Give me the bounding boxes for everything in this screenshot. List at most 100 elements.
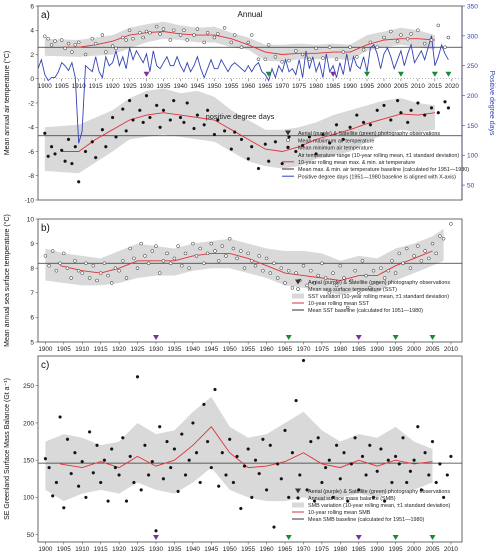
- x-tick-label: 1975: [315, 346, 330, 353]
- data-point: [117, 473, 121, 477]
- satellite-observation-marker: [431, 71, 438, 77]
- data-point: [338, 263, 343, 268]
- x-tick-label: 1940: [173, 83, 188, 90]
- data-point: [195, 113, 200, 117]
- data-point: [357, 488, 361, 492]
- data-point: [305, 488, 309, 492]
- data-point: [63, 159, 67, 163]
- data-point: [412, 458, 416, 462]
- data-point: [43, 34, 47, 39]
- data-point: [65, 437, 70, 441]
- data-point: [323, 465, 328, 470]
- data-point: [287, 135, 291, 139]
- data-point: [436, 23, 441, 28]
- data-point: [375, 281, 379, 285]
- x-tick-label: 1900: [38, 346, 53, 353]
- data-point: [449, 454, 453, 459]
- data-point: [390, 259, 394, 263]
- data-point: [224, 473, 228, 477]
- data-point: [257, 254, 261, 258]
- data-point: [287, 495, 291, 500]
- data-point: [429, 38, 434, 42]
- data-point: [139, 488, 143, 492]
- satellite-observation-marker: [285, 335, 292, 340]
- x-tick-label: 1930: [149, 346, 164, 353]
- data-point: [50, 249, 55, 253]
- y-tick-label: 10: [27, 216, 35, 223]
- data-point: [434, 480, 438, 485]
- data-point: [443, 45, 447, 49]
- data-point: [441, 495, 446, 500]
- data-point: [222, 129, 227, 133]
- data-point: [401, 261, 405, 266]
- data-point: [84, 261, 88, 266]
- data-point: [331, 495, 335, 500]
- data-point: [327, 458, 331, 462]
- data-point: [43, 457, 48, 461]
- legend-item-label: Positive degree days (1951—1980 baseline…: [298, 174, 456, 180]
- data-point: [360, 454, 365, 459]
- data-point: [168, 118, 172, 122]
- data-point: [328, 141, 332, 145]
- data-point: [100, 33, 105, 37]
- data-point: [66, 41, 71, 46]
- data-point: [180, 432, 184, 436]
- data-point: [148, 30, 152, 35]
- x-tick-label: 1995: [389, 546, 404, 553]
- data-point: [276, 462, 280, 466]
- data-point: [266, 43, 271, 47]
- data-point: [441, 236, 446, 241]
- data-point: [406, 120, 410, 125]
- aerial-observation-marker: [152, 335, 159, 340]
- x-tick-label: 1935: [156, 83, 171, 90]
- data-point: [54, 268, 59, 273]
- band-variation: [45, 396, 433, 502]
- data-point: [87, 276, 92, 280]
- satellite-observation-marker: [364, 71, 371, 77]
- data-point: [290, 286, 295, 290]
- y-tick-label: 5: [30, 339, 34, 346]
- data-point: [106, 273, 110, 278]
- panel-label: b): [41, 223, 50, 234]
- data-point: [83, 149, 88, 154]
- data-point: [399, 33, 403, 37]
- aerial-observation-marker: [143, 71, 150, 77]
- data-point: [205, 108, 210, 112]
- x-tick-label: 1980: [309, 83, 324, 90]
- data-point: [135, 375, 140, 379]
- data-point: [307, 135, 312, 139]
- data-point: [154, 529, 158, 533]
- x-tick-label: 1950: [223, 346, 238, 353]
- data-point: [205, 439, 210, 444]
- satellite-observation-marker: [429, 535, 436, 540]
- data-point: [368, 40, 373, 45]
- data-point: [143, 443, 147, 447]
- aerial-observation-marker: [355, 335, 362, 340]
- data-point: [158, 125, 162, 129]
- legend-item-label: Mean maximum air temperature: [298, 138, 374, 144]
- data-point: [368, 286, 372, 290]
- data-point: [375, 45, 379, 49]
- data-point: [58, 415, 62, 419]
- legend-item-label: SST variation (10-year rolling mean, ±1 …: [308, 294, 449, 300]
- data-point: [154, 24, 159, 29]
- data-point: [216, 32, 220, 36]
- data-point: [194, 451, 199, 455]
- x-tick-label: 1940: [186, 346, 201, 353]
- data-point: [294, 49, 298, 53]
- legend-swatch: [285, 130, 291, 136]
- data-point: [246, 40, 251, 45]
- x-tick-label: 1925: [131, 546, 146, 553]
- data-point: [192, 33, 196, 37]
- data-point: [286, 268, 291, 273]
- data-point: [117, 268, 121, 273]
- data-point: [80, 459, 84, 464]
- legend-item-label: Aerial (purple) & Satellite (green) phot…: [308, 280, 450, 286]
- data-point: [368, 443, 372, 447]
- data-point: [409, 108, 413, 112]
- data-point: [205, 30, 210, 35]
- x-tick-label: 1970: [296, 546, 311, 553]
- data-point: [178, 33, 183, 37]
- data-point: [430, 241, 435, 246]
- x-tick-label: 1945: [204, 546, 219, 553]
